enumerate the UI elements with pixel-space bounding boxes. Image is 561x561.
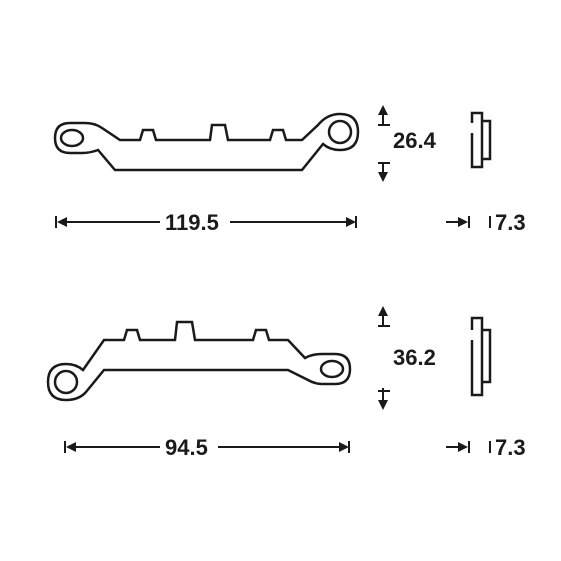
tick (378, 325, 390, 327)
top-pad-front-view (40, 100, 365, 185)
arrow (339, 442, 349, 452)
bottom-pad-front-view (40, 300, 365, 410)
dim-line (382, 162, 384, 174)
tick (378, 390, 390, 392)
tick (468, 441, 470, 453)
arrow (346, 217, 356, 227)
arrow (57, 217, 67, 227)
dim-line (65, 221, 160, 223)
dim-top-height: 26.4 (393, 128, 436, 154)
dim-line (218, 446, 340, 448)
top-pad-side-view (468, 105, 496, 177)
dim-bottom-width: 94.5 (165, 435, 208, 461)
tick (489, 441, 491, 453)
dim-line (230, 221, 348, 223)
dim-line (446, 446, 460, 448)
dim-top-width: 119.5 (165, 210, 219, 236)
bottom-pad-side-view (468, 310, 496, 405)
arrow (66, 442, 76, 452)
dim-line (446, 221, 460, 223)
dim-bottom-height: 36.2 (393, 345, 436, 371)
tick (378, 124, 390, 126)
tick (489, 216, 491, 228)
dim-line (74, 446, 160, 448)
dim-line (382, 313, 384, 327)
dim-top-thickness: 7.3 (495, 210, 526, 236)
tick (468, 216, 470, 228)
dim-line (382, 112, 384, 126)
dim-line (382, 388, 384, 402)
tick (378, 162, 390, 164)
dim-bottom-thickness: 7.3 (495, 435, 526, 461)
technical-drawing-canvas: 26.4 119.5 7.3 36.2 94.5 7.3 (0, 0, 561, 561)
